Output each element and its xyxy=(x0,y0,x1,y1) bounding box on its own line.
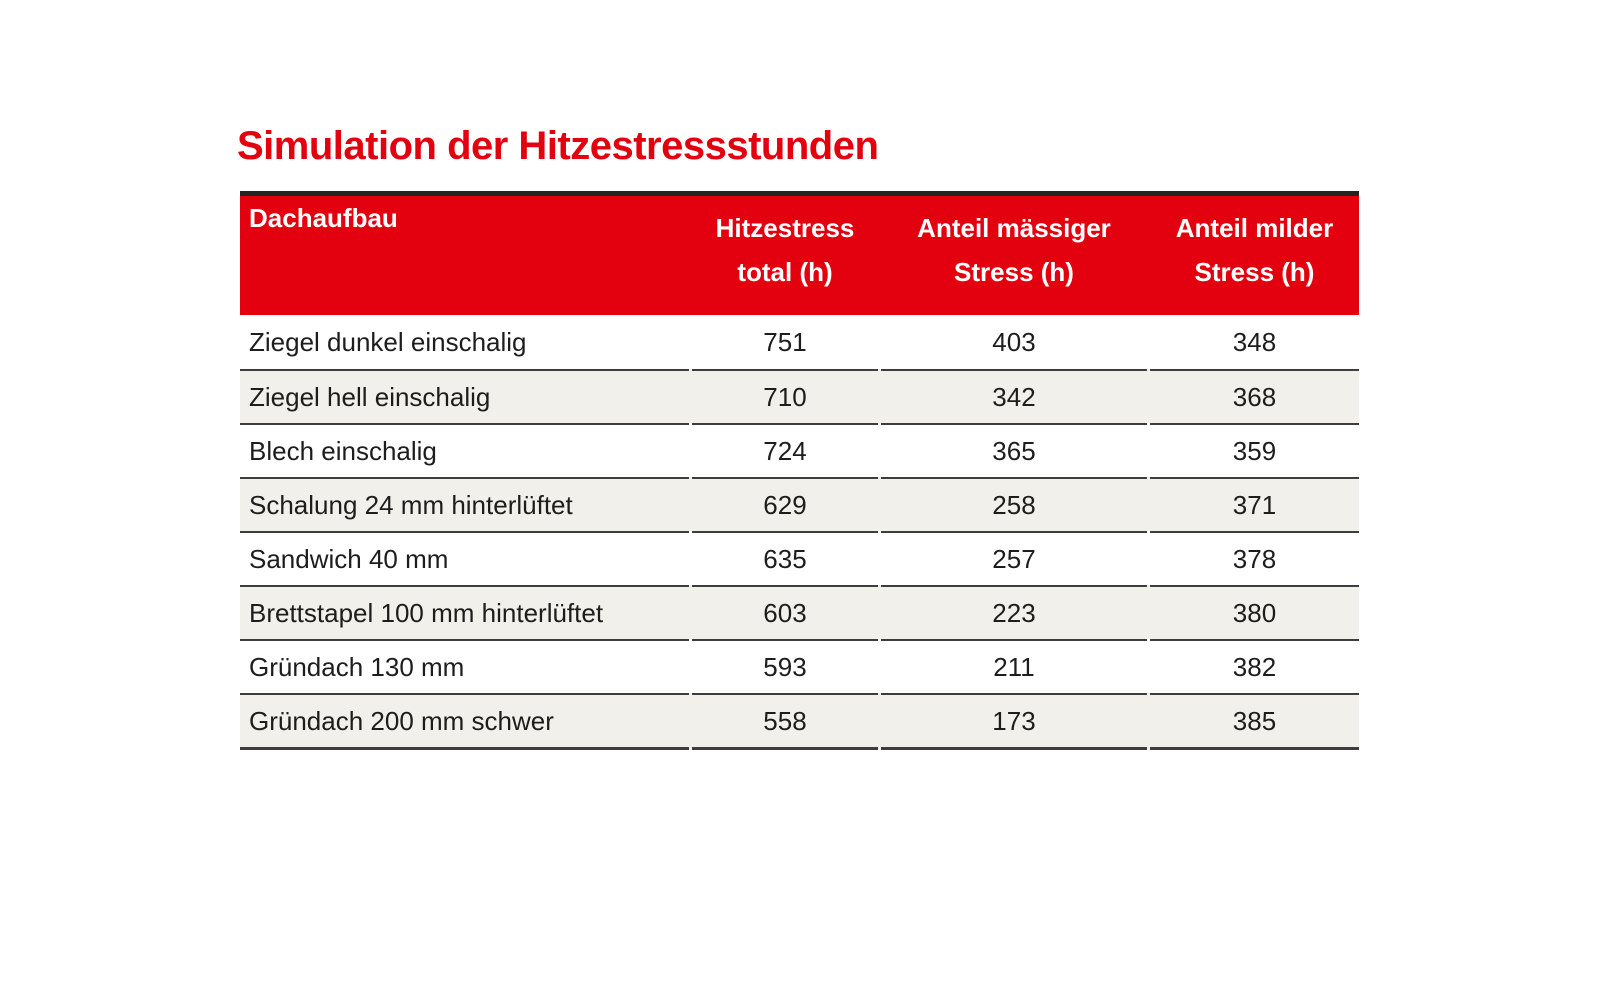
roof-type-cell: Brettstapel 100 mm hinterlüftet xyxy=(240,585,689,639)
moderate-stress-cell: 342 xyxy=(881,369,1147,423)
table-row: Gründach 130 mm 593 211 382 xyxy=(240,639,1359,693)
roof-type-cell: Gründach 200 mm schwer xyxy=(240,693,689,750)
total-hours-cell: 710 xyxy=(692,369,878,423)
table-header-row: Dachaufbau Hitzestress total (h) Anteil … xyxy=(240,191,1359,315)
mild-stress-cell: 368 xyxy=(1150,369,1359,423)
column-header-dachaufbau: Dachaufbau xyxy=(240,196,689,315)
column-header-label: Dachaufbau xyxy=(249,203,398,233)
moderate-stress-cell: 365 xyxy=(881,423,1147,477)
total-hours-cell: 593 xyxy=(692,639,878,693)
moderate-stress-cell: 223 xyxy=(881,585,1147,639)
total-hours-cell: 629 xyxy=(692,477,878,531)
mild-stress-cell: 385 xyxy=(1150,693,1359,750)
table-row: Sandwich 40 mm 635 257 378 xyxy=(240,531,1359,585)
mild-stress-cell: 382 xyxy=(1150,639,1359,693)
roof-type-cell: Sandwich 40 mm xyxy=(240,531,689,585)
column-header-label: Stress (h) xyxy=(1194,256,1315,287)
table-row: Schalung 24 mm hinterlüftet 629 258 371 xyxy=(240,477,1359,531)
mild-stress-cell: 378 xyxy=(1150,531,1359,585)
table-row: Blech einschalig 724 365 359 xyxy=(240,423,1359,477)
total-hours-cell: 724 xyxy=(692,423,878,477)
heat-stress-table: Dachaufbau Hitzestress total (h) Anteil … xyxy=(240,191,1359,750)
moderate-stress-cell: 211 xyxy=(881,639,1147,693)
moderate-stress-cell: 257 xyxy=(881,531,1147,585)
table-row: Brettstapel 100 mm hinterlüftet 603 223 … xyxy=(240,585,1359,639)
mild-stress-cell: 371 xyxy=(1150,477,1359,531)
table-row: Gründach 200 mm schwer 558 173 385 xyxy=(240,693,1359,750)
mild-stress-cell: 348 xyxy=(1232,326,1277,357)
column-header-label: Stress (h) xyxy=(954,256,1074,287)
column-header-anteil-maessiger: Anteil mässiger Stress (h) xyxy=(881,196,1147,315)
page-title: Simulation der Hitzestressstunden xyxy=(237,124,879,168)
column-header-label: total (h) xyxy=(737,256,833,287)
table-row: Ziegel hell einschalig 710 342 368 xyxy=(240,369,1359,423)
total-hours-cell: 635 xyxy=(692,531,878,585)
roof-type-cell: Schalung 24 mm hinterlüftet xyxy=(240,477,689,531)
column-header-anteil-milder: Anteil milder Stress (h) xyxy=(1150,196,1359,315)
mild-stress-cell: 380 xyxy=(1150,585,1359,639)
roof-type-cell: Ziegel hell einschalig xyxy=(240,369,689,423)
table-row: Ziegel dunkel einschalig 751 403 348 xyxy=(240,315,1359,369)
moderate-stress-cell: 258 xyxy=(881,477,1147,531)
total-hours-cell: 558 xyxy=(692,693,878,750)
total-hours-cell: 603 xyxy=(692,585,878,639)
roof-type-cell: Gründach 130 mm xyxy=(240,639,689,693)
roof-type-cell: Ziegel dunkel einschalig xyxy=(249,326,527,357)
moderate-stress-cell: 403 xyxy=(992,326,1036,357)
column-header-label: Hitzestress xyxy=(715,212,855,243)
column-header-label: Anteil mässiger xyxy=(917,212,1111,243)
mild-stress-cell: 359 xyxy=(1150,423,1359,477)
column-header-label: Anteil milder xyxy=(1175,212,1334,243)
total-hours-cell: 751 xyxy=(763,326,807,357)
moderate-stress-cell: 173 xyxy=(881,693,1147,750)
column-header-hitzestress-total: Hitzestress total (h) xyxy=(692,196,878,315)
roof-type-cell: Blech einschalig xyxy=(240,423,689,477)
